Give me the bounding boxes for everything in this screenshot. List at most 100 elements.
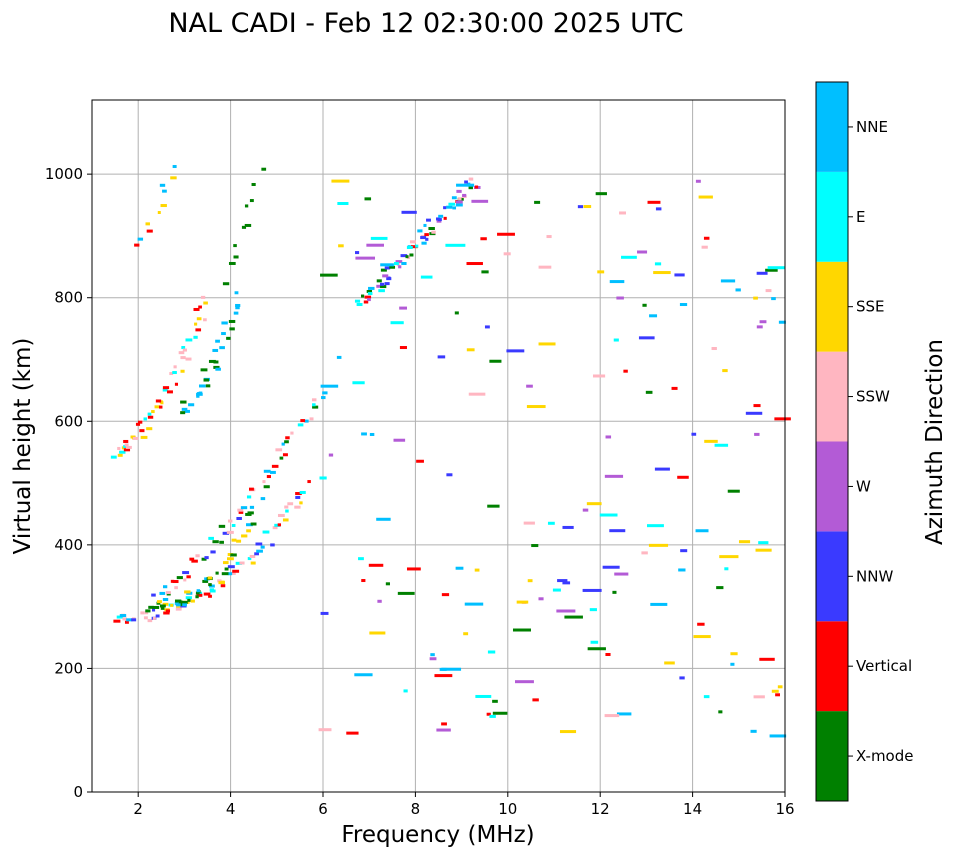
data-point xyxy=(244,204,249,208)
data-point xyxy=(277,513,285,517)
data-point xyxy=(356,303,363,307)
data-point xyxy=(428,227,435,231)
data-point xyxy=(209,588,215,592)
data-point xyxy=(174,599,182,603)
data-point xyxy=(240,506,248,510)
data-point xyxy=(756,271,768,275)
colorbar-segment xyxy=(816,441,848,532)
data-point xyxy=(590,640,599,644)
data-point xyxy=(195,595,199,599)
data-point xyxy=(416,459,424,463)
data-point xyxy=(219,346,225,350)
data-point xyxy=(621,255,637,259)
data-point xyxy=(233,255,239,259)
data-point xyxy=(321,396,326,400)
data-point xyxy=(247,557,252,561)
data-point xyxy=(583,205,592,209)
data-point xyxy=(239,561,245,565)
data-point xyxy=(400,254,408,258)
data-point xyxy=(221,580,225,584)
data-point xyxy=(152,616,156,620)
data-point xyxy=(119,614,127,618)
data-point xyxy=(218,524,226,528)
data-point xyxy=(512,628,531,632)
colorbar-tick-label: NNW xyxy=(856,567,893,585)
data-point xyxy=(151,608,156,612)
data-point xyxy=(311,398,317,402)
data-point xyxy=(178,602,184,606)
data-point xyxy=(380,263,394,267)
x-tick-label: 6 xyxy=(318,800,328,818)
data-point xyxy=(592,374,606,378)
data-point xyxy=(361,579,366,583)
data-point xyxy=(719,555,739,559)
data-point xyxy=(185,596,192,600)
data-point xyxy=(304,419,309,423)
data-point xyxy=(145,609,151,613)
data-point xyxy=(475,694,492,698)
data-point xyxy=(609,529,626,533)
data-point xyxy=(455,566,464,570)
data-point xyxy=(506,349,525,353)
data-point xyxy=(180,400,187,404)
data-point xyxy=(523,521,535,525)
data-point xyxy=(202,579,209,583)
data-point xyxy=(724,567,729,571)
data-point xyxy=(456,189,462,193)
data-point xyxy=(248,487,254,491)
data-point xyxy=(235,306,240,310)
data-point xyxy=(503,252,511,256)
x-axis-ticks: 2 4 6 8 10 12 14 16 xyxy=(133,792,795,818)
data-point xyxy=(538,265,552,269)
data-point xyxy=(270,543,275,547)
data-point xyxy=(703,695,710,699)
data-point xyxy=(183,578,187,582)
data-point xyxy=(143,417,147,421)
data-point xyxy=(492,711,508,715)
data-point xyxy=(113,619,121,623)
data-point xyxy=(680,549,688,553)
data-point xyxy=(287,502,294,506)
data-point xyxy=(759,320,767,324)
data-point xyxy=(208,594,212,598)
data-point xyxy=(178,600,183,604)
data-point xyxy=(117,453,123,457)
grid xyxy=(92,100,786,793)
data-point xyxy=(641,551,648,555)
data-point xyxy=(399,306,407,310)
data-point xyxy=(222,531,230,535)
data-point xyxy=(604,474,624,478)
data-point xyxy=(207,576,213,580)
data-point xyxy=(361,432,367,436)
data-point xyxy=(213,360,219,364)
data-point xyxy=(213,365,220,369)
data-point xyxy=(124,443,129,447)
data-point xyxy=(526,405,546,409)
data-point xyxy=(599,513,618,517)
data-point xyxy=(487,650,496,654)
data-point xyxy=(654,467,670,471)
data-point xyxy=(116,615,124,619)
data-point xyxy=(295,492,302,496)
data-point xyxy=(515,680,534,684)
data-point xyxy=(697,622,705,626)
data-point xyxy=(360,294,365,298)
data-point xyxy=(195,554,200,558)
data-point xyxy=(230,553,237,557)
data-point xyxy=(370,236,388,240)
data-point xyxy=(638,336,655,340)
data-point xyxy=(597,270,605,274)
data-point xyxy=(703,236,710,240)
data-point xyxy=(194,322,198,326)
data-point xyxy=(714,443,729,447)
data-point xyxy=(205,384,211,388)
data-point xyxy=(162,388,168,392)
data-point xyxy=(609,280,625,284)
data-point xyxy=(463,632,469,636)
data-point xyxy=(595,192,607,196)
data-point xyxy=(322,391,328,395)
plot-frame xyxy=(91,99,786,793)
data-point xyxy=(119,450,126,454)
data-point xyxy=(616,296,624,300)
data-point xyxy=(466,262,483,266)
